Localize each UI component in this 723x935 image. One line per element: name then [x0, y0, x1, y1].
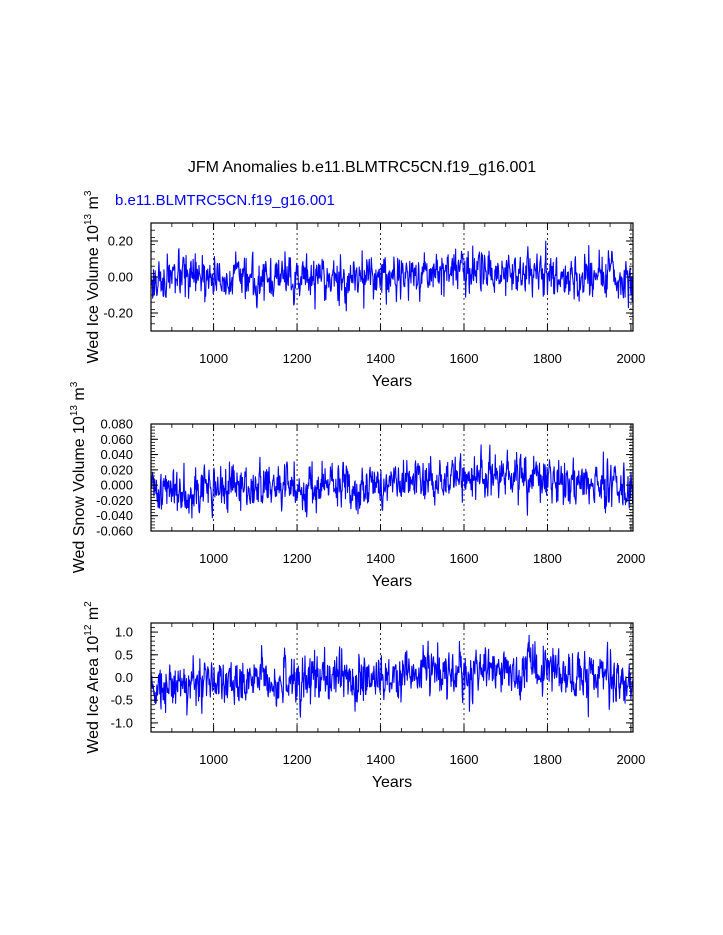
y-tick-label: 0.040: [100, 447, 133, 462]
y-tick-label: 0.080: [100, 417, 133, 432]
y-tick-label: 0.5: [115, 647, 133, 662]
y-tick-label: 0.20: [108, 234, 133, 249]
x-tick-label: 1800: [533, 551, 562, 566]
x-tick-label: 2000: [616, 752, 645, 767]
series-line-snow-volume: [151, 444, 633, 519]
y-tick-label: -0.040: [96, 508, 133, 523]
x-tick-label: 2000: [616, 551, 645, 566]
x-tick-label: 1000: [199, 551, 228, 566]
y-tick-label: 0.00: [108, 270, 133, 285]
x-tick-label: 1600: [450, 351, 479, 366]
y-axis-label: Wed Snow Volume 1013 m3: [69, 381, 88, 573]
x-tick-label: 2000: [616, 351, 645, 366]
y-tick-label: 0.000: [100, 478, 133, 493]
x-tick-label: 1200: [283, 752, 312, 767]
series-line-ice-volume: [151, 240, 633, 312]
figure-title: JFM Anomalies b.e11.BLMTRC5CN.f19_g16.00…: [188, 159, 536, 176]
x-tick-label: 1200: [283, 551, 312, 566]
x-tick-label: 1600: [450, 752, 479, 767]
x-tick-label: 1800: [533, 351, 562, 366]
x-tick-label: 1400: [366, 351, 395, 366]
y-tick-label: -0.020: [96, 493, 133, 508]
y-tick-label: -1.0: [111, 715, 133, 730]
y-tick-label: 1.0: [115, 625, 133, 640]
chart-panel-snow-volume: 1000 1200 1400 1600 1800 20000.0800.0600.0400…: [69, 381, 645, 590]
y-tick-label: 0.020: [100, 462, 133, 477]
series-legend-label: b.e11.BLMTRC5CN.f19_g16.001: [115, 192, 335, 209]
y-axis-label: Wed Ice Area 1012 m2: [83, 601, 102, 754]
chart-panel-ice-area: 1000 1200 1400 1600 1800 2000 1.0 0.5 0.0 -0.5 -1.…: [83, 601, 645, 791]
x-tick-label: 1400: [366, 752, 395, 767]
x-tick-label: 1400: [366, 551, 395, 566]
y-tick-label: 0.0: [115, 670, 133, 685]
x-tick-label: 1000: [199, 752, 228, 767]
x-tick-label: 1800: [533, 752, 562, 767]
y-tick-label: -0.20: [103, 306, 133, 321]
x-tick-label: 1000: [199, 351, 228, 366]
y-axis-label: Wed Ice Volume 1013 m3: [83, 190, 102, 363]
series-line-ice-area: [151, 634, 633, 718]
chart-panel-ice-volume: 1000 1200 1400 1600 1800 2000 0.20 0.00 -0.20 Yea…: [83, 190, 645, 390]
y-tick-label: 0.060: [100, 432, 133, 447]
x-axis-label: Years: [372, 573, 412, 590]
y-tick-label: -0.5: [111, 693, 133, 708]
chart-panels: 1000 1200 1400 1600 1800 2000 0.20 0.00 -0.20 Yea…: [69, 190, 645, 791]
x-axis-label: Years: [372, 774, 412, 791]
x-tick-label: 1600: [450, 551, 479, 566]
x-tick-label: 1200: [283, 351, 312, 366]
y-tick-label: -0.060: [96, 524, 133, 539]
plot-frame: [150, 423, 634, 532]
x-axis-label: Years: [372, 373, 412, 390]
